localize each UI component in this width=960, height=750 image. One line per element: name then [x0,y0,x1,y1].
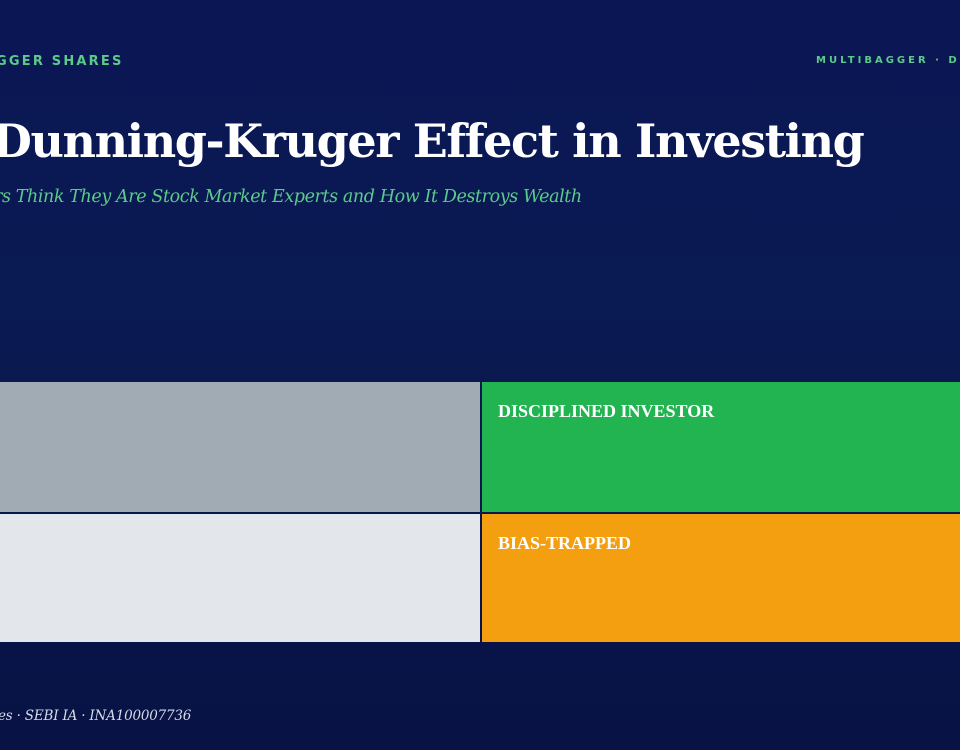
brand-label-left: GGER SHARES [0,54,124,69]
quadrant-bias-trapped: BIAS-TRAPPED [482,514,960,642]
quadrant-top-left [0,382,480,512]
footer-disclaimer: es · SEBI IA · INA100007736 [0,708,192,724]
quadrant-bias-trapped-label: BIAS-TRAPPED [498,533,632,553]
quadrant-bottom-left: d [0,514,480,642]
page-title: Dunning-Kruger Effect in Investing [0,114,865,168]
brand-label-right: MULTIBAGGER · D [816,55,960,66]
page-subtitle: rs Think They Are Stock Market Experts a… [0,187,582,207]
quadrant-disciplined-investor: DISCIPLINED INVESTOR [482,382,960,512]
quadrant-matrix: DISCIPLINED INVESTOR d BIAS-TRAPPED [0,382,960,642]
quadrant-disciplined-investor-label: DISCIPLINED INVESTOR [498,401,715,421]
